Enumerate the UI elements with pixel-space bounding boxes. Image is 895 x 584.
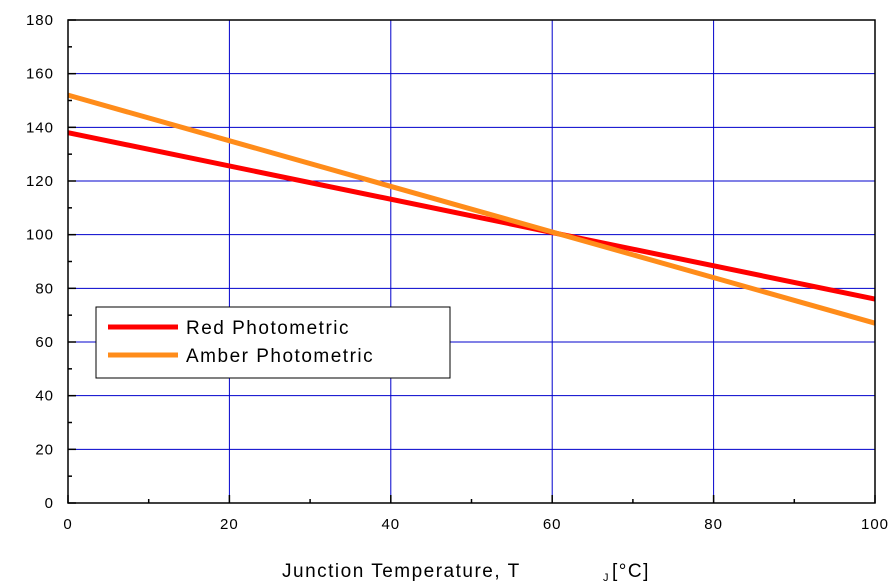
legend-label-red: Red Photometric [186,318,350,339]
legend-label-amber: Amber Photometric [186,346,374,367]
y-tick-label: 20 [35,441,54,458]
axis-ticks [67,19,876,504]
y-tick-label: 140 [26,119,54,136]
y-tick-label: 40 [35,388,54,405]
x-tick-label: 40 [381,516,400,533]
grid [68,20,875,503]
x-tick-label: 20 [220,516,239,533]
y-tick-label: 60 [35,334,54,351]
y-tick-label: 160 [26,66,54,83]
x-tick-label: 0 [63,516,72,533]
x-tick-label: 100 [861,516,889,533]
y-tick-label: 120 [26,173,54,190]
y-tick-label: 0 [45,495,54,512]
x-tick-label: 60 [543,516,562,533]
legend-box [95,306,451,379]
legend: Red Photometric Amber Photometric [95,306,451,379]
x-axis-title-text: Junction Temperature, T [282,561,521,582]
x-tick-label: 80 [704,516,723,533]
x-axis-title: Junction Temperature, T J [°C] [282,561,650,584]
y-tick-label: 180 [26,12,54,29]
series-line-red [67,130,876,302]
series-line-amber [67,92,876,326]
plot-frame [67,19,876,504]
y-tick-label: 100 [26,227,54,244]
x-axis-title-subscript: J [603,572,610,584]
tick-labels: 0 20 40 60 80 100 0 20 40 60 80 100 120 140 160 180 [26,12,889,533]
y-tick-label: 80 [35,280,54,297]
x-axis-title-unit: [°C] [612,561,650,582]
series-lines [67,92,876,326]
